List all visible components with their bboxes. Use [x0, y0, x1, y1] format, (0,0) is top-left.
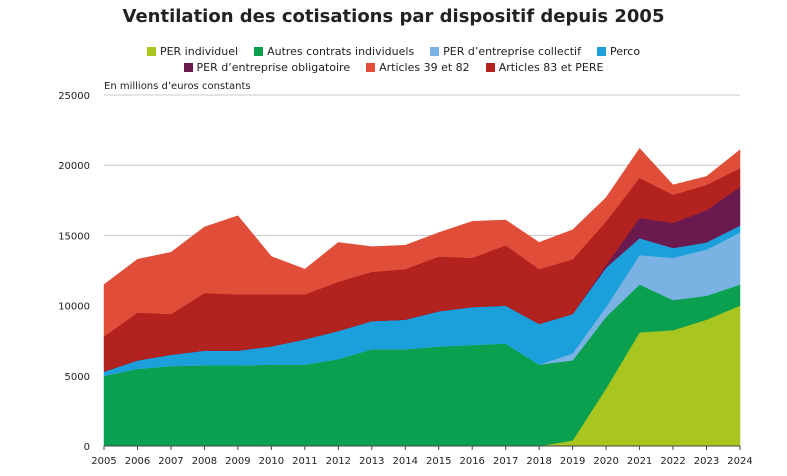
legend-swatch — [430, 47, 440, 56]
legend-swatch — [485, 63, 495, 72]
x-tick-label: 2014 — [393, 456, 418, 467]
legend-item: Perco — [596, 45, 641, 58]
legend-label: Autres contrats individuels — [267, 45, 415, 58]
legend-swatch — [596, 47, 606, 56]
legend-item: Articles 39 et 82 — [366, 61, 470, 74]
legend-item: PER d’entreprise obligatoire — [183, 61, 351, 74]
x-tick-label: 2023 — [694, 456, 719, 467]
x-tick-label: 2006 — [125, 456, 150, 467]
y-tick-label: 5000 — [65, 372, 90, 383]
y-tick-label: 0 — [84, 442, 90, 453]
legend-label: PER d’entreprise collectif — [443, 45, 581, 58]
x-tick-label: 2020 — [593, 456, 618, 467]
x-tick-label: 2012 — [326, 456, 351, 467]
area-articles-39-et-82 — [103, 147, 741, 337]
x-tick-label: 2019 — [560, 456, 585, 467]
legend-label: PER d’entreprise obligatoire — [196, 61, 351, 74]
x-tick-label: 2024 — [727, 456, 752, 467]
y-tick-label: 10000 — [58, 302, 90, 313]
legend-label: PER individuel — [159, 45, 239, 58]
x-tick-label: 2017 — [493, 456, 518, 467]
legend-swatch — [146, 47, 156, 56]
x-tick-label: 2018 — [526, 456, 551, 467]
legend-item: Articles 83 et PERE — [485, 61, 604, 74]
x-tick-label: 2007 — [158, 456, 183, 467]
x-tick-label: 2021 — [627, 456, 652, 467]
legend-item: PER d’entreprise collectif — [430, 45, 581, 58]
x-tick-label: 2005 — [91, 456, 116, 467]
x-tick-label: 2015 — [426, 456, 451, 467]
legend-label: Perco — [609, 45, 641, 58]
legend-row-1: PER individuel Autres contrats individue… — [0, 45, 787, 58]
y-tick-label: 20000 — [58, 161, 90, 172]
legend-item: PER individuel — [146, 45, 239, 58]
x-tick-label: 2010 — [259, 456, 284, 467]
legend-row-2: PER d’entreprise obligatoire Articles 39… — [0, 61, 787, 74]
legend-label: Articles 39 et 82 — [379, 61, 470, 74]
legend-item: Autres contrats individuels — [254, 45, 414, 58]
legend-label: Articles 83 et PERE — [498, 61, 604, 74]
y-tick-label: 15000 — [58, 231, 90, 242]
legend-swatch — [254, 47, 264, 56]
x-tick-label: 2016 — [459, 456, 484, 467]
legend-swatch — [183, 63, 193, 72]
x-tick-label: 2009 — [225, 456, 250, 467]
x-tick-label: 2011 — [292, 456, 317, 467]
y-axis-label: En millions d’euros constants — [104, 81, 251, 92]
legend-swatch — [366, 63, 376, 72]
x-tick-label: 2013 — [359, 456, 384, 467]
x-tick-label: 2022 — [660, 456, 685, 467]
x-tick-label: 2008 — [192, 456, 217, 467]
y-tick-label: 25000 — [58, 91, 90, 102]
chart-title: Ventilation des cotisations par disposit… — [122, 6, 665, 27]
